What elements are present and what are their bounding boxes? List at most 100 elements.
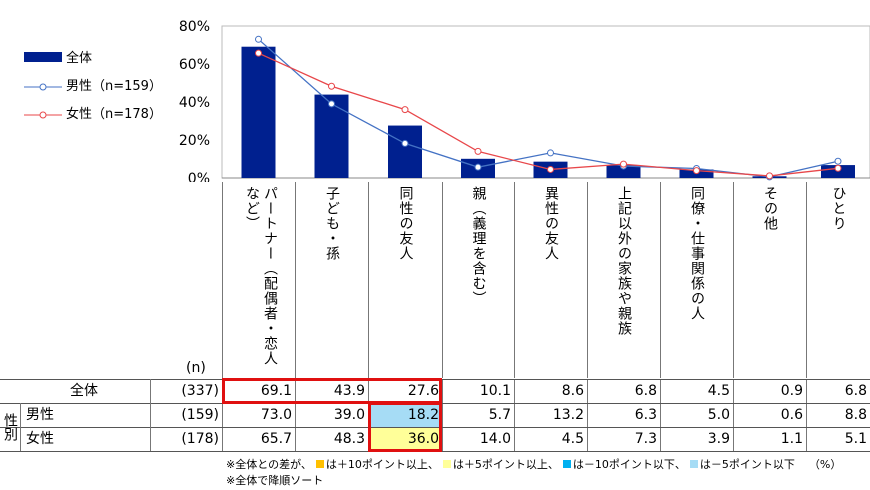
table-cell: 6.8 (806, 380, 870, 403)
n-header: (n) (186, 360, 206, 376)
table-cell: 7.3 (587, 428, 660, 451)
point-2-2 (401, 106, 409, 114)
bar-0 (241, 46, 276, 179)
legend-label: 全体 (66, 50, 92, 66)
footnote-item: は＋5ポイント以上、 (452, 458, 559, 471)
bar-2 (388, 125, 422, 178)
point-2-1 (328, 82, 335, 90)
row-n: (337) (150, 380, 222, 403)
category-label: パートナー（配偶者・恋人など） (244, 186, 278, 366)
point-2-8 (834, 164, 842, 172)
table-cell: 5.1 (806, 428, 870, 451)
point-1-8 (834, 157, 842, 165)
legend-color-square (689, 460, 698, 468)
table-cell: 1.1 (733, 428, 806, 451)
point-1-1 (328, 100, 335, 108)
table-cell: 8.8 (806, 404, 870, 427)
category-header: パートナー（配偶者・恋人など） (222, 182, 295, 378)
point-2-6 (693, 167, 700, 175)
point-2-5 (620, 160, 627, 168)
legend-color-square (562, 460, 571, 468)
category-label: 親（義理を含む） (470, 186, 487, 306)
table-cell: 4.5 (660, 380, 733, 403)
table-cell: 43.9 (295, 380, 368, 403)
row-label: 男性 (26, 407, 54, 423)
table-row: 男性 (159) 73.0 39.0 18.2 5.7 13.2 6.3 5.0 0.6 8.8 (0, 403, 870, 427)
footnote-legend: ※全体との差が、 は＋10ポイント以上、 は＋5ポイント以上、 は－10ポイント以下、… (226, 456, 841, 472)
category-header: その他 (733, 182, 806, 378)
y-tick-label: 60% (179, 57, 210, 73)
table-cell: 8.6 (514, 380, 587, 403)
y-tick-label: 20% (179, 133, 210, 149)
table-cell: 65.7 (222, 428, 295, 451)
footnote-unit: （%） (808, 458, 842, 471)
point-1-2 (401, 139, 409, 147)
point-1-0 (255, 35, 262, 43)
row-n: (178) (150, 428, 222, 451)
table-row: 女性 (178) 65.7 48.3 36.0 14.0 4.5 7.3 3.9 1.1 5.1 (0, 427, 870, 452)
category-header: 上記以外の家族や親族 (587, 182, 660, 378)
row-label: 全体 (70, 383, 98, 399)
category-label: ひとり (830, 186, 847, 231)
legend-marker-2 (39, 111, 47, 119)
table-cell: 6.3 (587, 404, 660, 427)
legend-marker-1 (39, 83, 47, 91)
category-label: 上記以外の家族や親族 (616, 186, 632, 336)
row-label: 女性 (26, 431, 54, 447)
category-label: その他 (762, 186, 778, 231)
category-header: 子ども・孫 (295, 182, 368, 378)
table-cell: 27.6 (368, 380, 442, 403)
table-cell: 18.2 (368, 404, 442, 427)
footnote-item: は－10ポイント以下、 (572, 458, 686, 471)
y-tick-label: 80% (179, 19, 210, 35)
legend-color-square (442, 460, 451, 468)
point-2-3 (474, 147, 482, 155)
category-header: 同性の友人 (368, 182, 442, 378)
legend-label: 男性（n=159） (66, 79, 162, 94)
point-2-4 (547, 165, 554, 173)
category-header: ひとり (806, 182, 870, 378)
legend-swatch-total (24, 52, 62, 62)
sort-note: ※全体で降順ソート (226, 474, 324, 487)
row-n: (159) (150, 404, 222, 427)
table-cell: 36.0 (368, 428, 442, 451)
table-cell: 5.0 (660, 404, 733, 427)
category-header: 親（義理を含む） (442, 182, 514, 378)
table-cell: 13.2 (514, 404, 587, 427)
table-cell: 14.0 (442, 428, 514, 451)
table-cell: 0.6 (733, 404, 806, 427)
y-tick-label: 0% (188, 171, 210, 182)
point-1-3 (474, 163, 482, 171)
category-label: 異性の友人 (543, 186, 559, 261)
footnote-prefix: ※全体との差が、 (226, 458, 312, 471)
category-label: 同僚・仕事関係の人 (689, 186, 705, 321)
table-cell: 3.9 (660, 428, 733, 451)
table-cell: 4.5 (514, 428, 587, 451)
legend-label: 女性（n=178） (66, 106, 162, 122)
table-cell: 39.0 (295, 404, 368, 427)
point-2-7 (766, 172, 773, 180)
table-cell: 0.9 (733, 380, 806, 403)
category-label: 子ども・孫 (324, 186, 340, 261)
point-2-0 (255, 49, 262, 57)
footnote-item: は－5ポイント以下 (699, 458, 795, 471)
divider (150, 379, 151, 451)
table-cell: 6.8 (587, 380, 660, 403)
point-1-4 (547, 149, 554, 157)
y-tick-label: 40% (179, 95, 210, 111)
category-header: 異性の友人 (514, 182, 587, 378)
table-cell: 73.0 (222, 404, 295, 427)
bar-1 (314, 94, 349, 178)
group-label: 性別 (0, 403, 21, 451)
table-cell: 69.1 (222, 380, 295, 403)
footnote-item: は＋10ポイント以上、 (325, 458, 439, 471)
table-cell: 10.1 (442, 380, 514, 403)
bar-5 (606, 165, 641, 178)
legend-color-square (315, 460, 324, 468)
table-row: 全体 (337) 69.1 43.9 27.6 10.1 8.6 6.8 4.5 0.9 6.8 (0, 379, 870, 403)
category-label: 同性の友人 (397, 186, 414, 261)
table-cell: 5.7 (442, 404, 514, 427)
category-header: 同僚・仕事関係の人 (660, 182, 733, 378)
table-cell: 48.3 (295, 428, 368, 451)
